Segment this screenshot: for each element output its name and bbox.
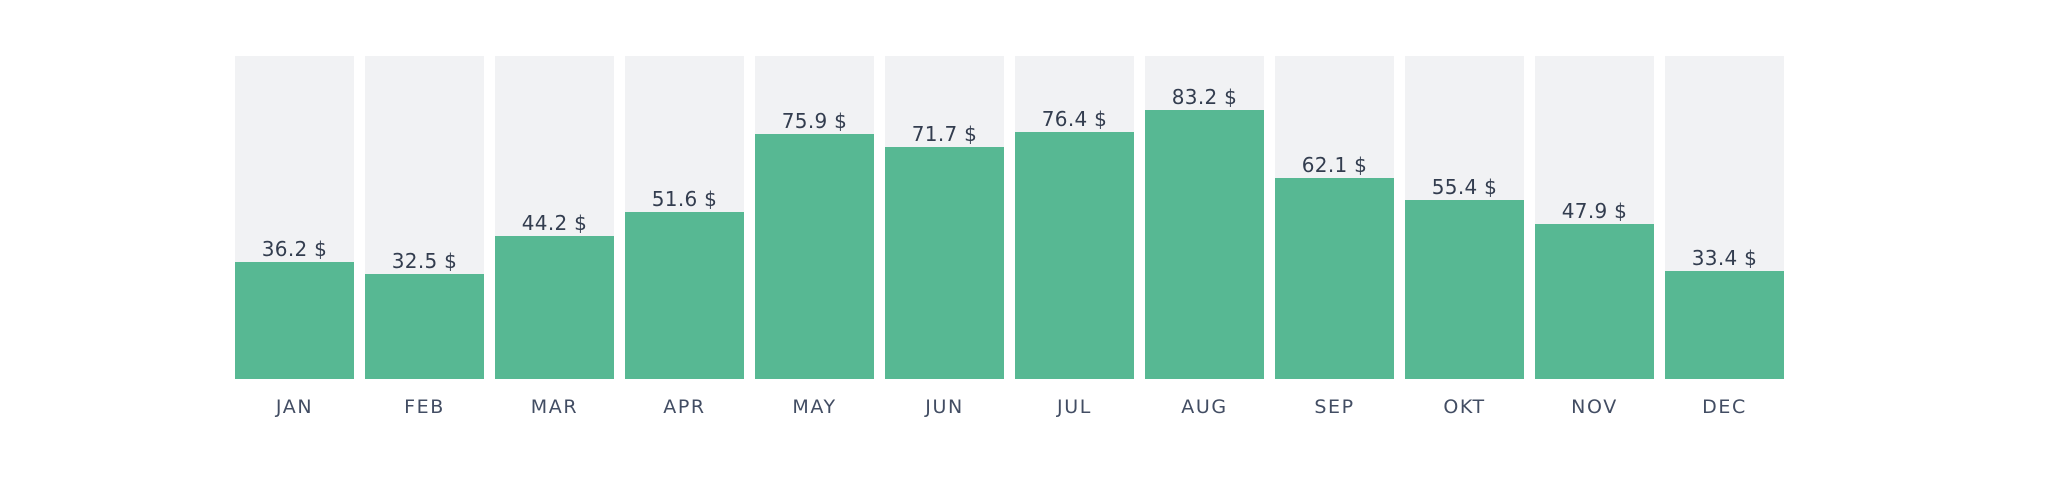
bar-column: 62.1 $ SEP <box>1275 56 1394 418</box>
bar-value-label: 71.7 $ <box>911 122 978 147</box>
month-label: JUN <box>925 396 964 418</box>
bar-fill <box>235 262 354 379</box>
bar-fill <box>1015 132 1134 379</box>
bar-fill <box>495 236 614 379</box>
bar-fill <box>1405 200 1524 379</box>
bar-track: 76.4 $ <box>1015 56 1134 379</box>
month-label: OKT <box>1443 396 1486 418</box>
bar-column: 44.2 $ MAR <box>495 56 614 418</box>
bar-value-label: 76.4 $ <box>1041 107 1108 132</box>
bar-value-label: 33.4 $ <box>1691 246 1758 271</box>
bar-track: 32.5 $ <box>365 56 484 379</box>
bar-column: 55.4 $ OKT <box>1405 56 1524 418</box>
bar-fill <box>885 147 1004 379</box>
bar-column: 76.4 $ JUL <box>1015 56 1134 418</box>
month-label: MAR <box>530 396 579 418</box>
bar-columns: 36.2 $ JAN 32.5 $ FEB 44.2 $ MAR 51.6 $ … <box>235 56 1784 418</box>
bar-track: 75.9 $ <box>755 56 874 379</box>
bar-track: 44.2 $ <box>495 56 614 379</box>
bar-column: 83.2 $ AUG <box>1145 56 1264 418</box>
bar-column: 75.9 $ MAY <box>755 56 874 418</box>
month-label: FEB <box>404 396 445 418</box>
bar-value-label: 62.1 $ <box>1301 153 1368 178</box>
month-label: SEP <box>1314 396 1355 418</box>
bar-column: 47.9 $ NOV <box>1535 56 1654 418</box>
bar-fill <box>1665 271 1784 379</box>
bar-column: 36.2 $ JAN <box>235 56 354 418</box>
month-label: JUL <box>1057 396 1092 418</box>
bar-fill <box>755 133 874 379</box>
bar-value-label: 55.4 $ <box>1431 175 1498 200</box>
bar-column: 32.5 $ FEB <box>365 56 484 418</box>
bar-value-label: 83.2 $ <box>1171 85 1238 110</box>
bar-fill <box>365 274 484 379</box>
month-label: MAY <box>792 396 837 418</box>
bar-value-label: 44.2 $ <box>521 211 588 236</box>
bar-value-label: 51.6 $ <box>651 187 718 212</box>
bar-track: 36.2 $ <box>235 56 354 379</box>
month-label: APR <box>663 396 706 418</box>
bar-fill <box>1275 178 1394 379</box>
month-label: AUG <box>1181 396 1228 418</box>
bar-fill <box>1535 224 1654 379</box>
bar-column: 33.4 $ DEC <box>1665 56 1784 418</box>
bar-value-label: 32.5 $ <box>391 249 458 274</box>
bar-track: 33.4 $ <box>1665 56 1784 379</box>
bar-track: 62.1 $ <box>1275 56 1394 379</box>
bar-column: 51.6 $ APR <box>625 56 744 418</box>
bar-value-label: 47.9 $ <box>1561 199 1628 224</box>
bar-track: 71.7 $ <box>885 56 1004 379</box>
month-label: JAN <box>275 396 314 418</box>
bar-track: 51.6 $ <box>625 56 744 379</box>
bar-fill <box>1145 110 1264 379</box>
bar-track: 47.9 $ <box>1535 56 1654 379</box>
bar-fill <box>625 212 744 379</box>
month-label: NOV <box>1571 396 1618 418</box>
bar-column: 71.7 $ JUN <box>885 56 1004 418</box>
bar-value-label: 75.9 $ <box>781 108 848 133</box>
bar-track: 83.2 $ <box>1145 56 1264 379</box>
month-label: DEC <box>1702 396 1747 418</box>
monthly-dollar-bar-chart: 36.2 $ JAN 32.5 $ FEB 44.2 $ MAR 51.6 $ … <box>235 56 1784 418</box>
bar-value-label: 36.2 $ <box>261 237 328 262</box>
bar-track: 55.4 $ <box>1405 56 1524 379</box>
